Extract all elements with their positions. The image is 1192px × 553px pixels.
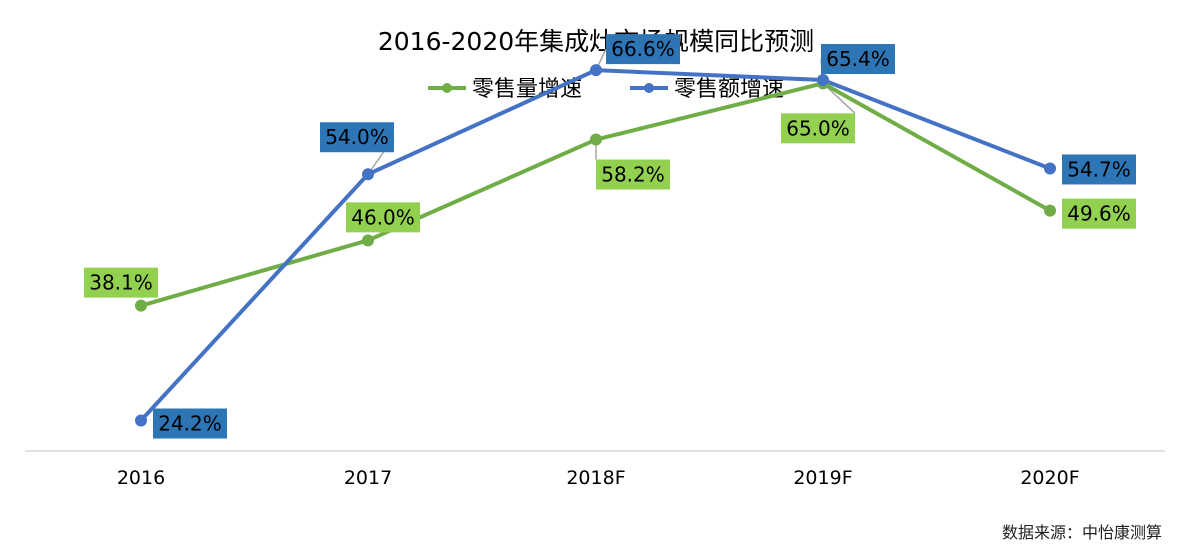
data-label: 65.4%: [826, 47, 890, 71]
label-leader-lines: [367, 48, 856, 175]
data-label-box: [781, 113, 855, 144]
data-point-revenue: [817, 74, 829, 87]
x-tick-label: 2016: [117, 467, 165, 489]
legend-label-volume: 零售量增速: [472, 77, 582, 102]
data-label: 54.0%: [325, 125, 389, 149]
data-label: 24.2%: [158, 412, 222, 436]
data-point-revenue: [590, 64, 602, 77]
data-point-volume: [135, 299, 147, 312]
data-label-box: [1062, 154, 1136, 185]
data-point-volume: [362, 234, 374, 247]
data-point-revenue: [362, 168, 374, 181]
data-point-volume: [590, 133, 602, 146]
data-label-box: [153, 408, 227, 439]
data-label-box: [1062, 198, 1136, 229]
x-tick-label: 2019F: [793, 467, 852, 489]
source-note: 数据来源：中怡康测算: [1001, 523, 1162, 542]
x-axis-tick-labels: 2016 2017 2018F 2019F 2020F: [117, 467, 1080, 489]
data-label: 46.0%: [351, 205, 415, 229]
data-label-box: [84, 267, 158, 298]
data-point-revenue: [135, 414, 147, 427]
chart-title: 2016-2020年集成灶市场规模同比预测: [378, 27, 814, 56]
data-labels: 38.1% 46.0% 58.2% 65.0% 49.6% 24.2% 54.0% 66.6%…: [84, 34, 1136, 439]
data-label: 38.1%: [89, 271, 153, 295]
data-point-volume: [1044, 204, 1056, 217]
data-label-box: [320, 122, 394, 153]
data-point-revenue: [1044, 162, 1056, 175]
series-lines: [139, 68, 1051, 422]
data-label-box: [606, 34, 680, 65]
data-label: 65.0%: [786, 116, 850, 140]
data-label: 49.6%: [1067, 202, 1131, 226]
data-label-box: [821, 44, 895, 75]
data-label: 58.2%: [601, 163, 665, 187]
series-line-revenue: [139, 68, 1051, 422]
legend: 零售量增速 零售额增速: [428, 77, 784, 102]
data-label: 54.7%: [1067, 157, 1131, 181]
data-label: 66.6%: [611, 37, 675, 61]
data-label-box: [596, 159, 670, 190]
legend-marker-volume: [442, 83, 452, 93]
data-label-box: [346, 202, 420, 233]
x-tick-label: 2018F: [566, 467, 625, 489]
x-tick-label: 2020F: [1020, 467, 1079, 489]
x-tick-label: 2017: [344, 467, 392, 489]
series-markers: [135, 64, 1056, 427]
legend-marker-revenue: [644, 83, 654, 93]
